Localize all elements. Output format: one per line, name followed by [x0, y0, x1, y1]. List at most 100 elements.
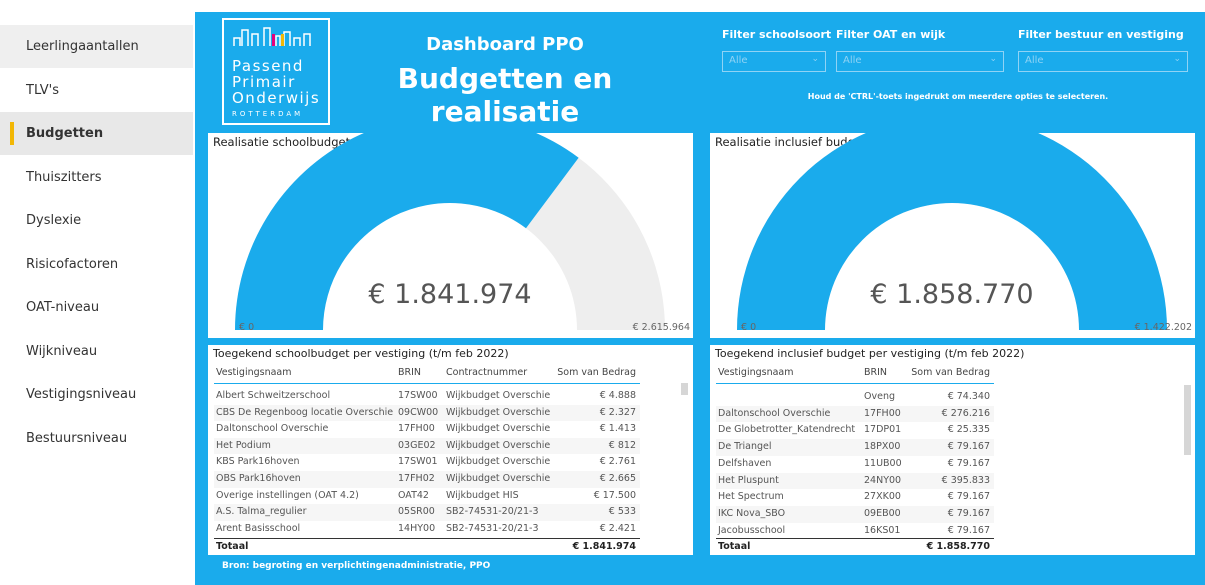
- table-cell: € 2.421: [599, 522, 636, 534]
- table-cell: 14HY00: [398, 522, 436, 534]
- table-cell: IKC Nova_SBO: [718, 507, 786, 519]
- filter-label: Filter OAT en wijk: [836, 28, 946, 41]
- table-cell: De Triangel: [718, 441, 772, 453]
- table-cell: Jacobusschool: [718, 524, 786, 536]
- footer: Bron: begroting en verplichtingenadminis…: [222, 561, 491, 571]
- table-cell: Arent Basisschool: [216, 522, 301, 534]
- table-cell: KBS Park16hoven: [216, 456, 300, 468]
- total-rule: [716, 538, 994, 539]
- table-cell: 11UB00: [864, 457, 902, 469]
- nav-item[interactable]: Thuiszitters: [26, 169, 102, 185]
- row-stripe: [716, 472, 994, 490]
- nav-item[interactable]: Wijkniveau: [26, 343, 98, 359]
- table-cell: € 79.167: [947, 441, 990, 453]
- column-header: Vestigingsnaam: [216, 367, 292, 378]
- nav-item[interactable]: Budgetten: [0, 112, 193, 155]
- logo-line: Onderwijs: [232, 89, 321, 107]
- table-cell: 27XK00: [864, 491, 901, 503]
- table-cell: 09CW00: [398, 406, 439, 418]
- filter-value: Alle: [729, 55, 748, 66]
- table-cell: Wijkbudget Overschie: [446, 423, 551, 435]
- header-rule: [716, 383, 994, 384]
- table-cell: 18PX00: [864, 441, 901, 453]
- table-cell: Wijkbudget Overschie: [446, 390, 551, 401]
- table-cell: 17FH02: [398, 473, 435, 484]
- table-cell: 24NY00: [864, 474, 902, 486]
- column-header: BRIN: [398, 367, 422, 378]
- logo-text: Passend Primair Onderwijs: [232, 58, 320, 106]
- table-cell: 17FH00: [864, 407, 901, 419]
- gauge-panel: Realisatie schoolbudget (t/m feb 2022) € …: [208, 133, 693, 338]
- nav-item[interactable]: Risicofactoren: [26, 256, 119, 272]
- table-cell: Oveng: [864, 391, 895, 402]
- logo-skyline: [233, 27, 311, 46]
- nav-item[interactable]: Vestigingsniveau: [26, 387, 137, 402]
- table-cell: € 79.167: [947, 507, 990, 519]
- table-cell: Wijkbudget Overschie: [446, 473, 551, 484]
- filter-value: Alle: [843, 55, 862, 66]
- total-rule: [214, 538, 640, 539]
- header-rule: [214, 383, 640, 384]
- filter-dropdown[interactable]: Alle ⌄: [722, 51, 826, 72]
- table-cell: € 74.340: [947, 391, 990, 402]
- table-cell: Het Podium: [216, 439, 271, 451]
- nav-item[interactable]: Leerlingaantallen: [0, 25, 193, 68]
- total-label: Totaal: [718, 541, 751, 552]
- table-cell: 17SW01: [398, 456, 438, 468]
- logo: Passend Primair Onderwijs ROTTERDAM: [222, 18, 330, 125]
- table-cell: € 1.413: [599, 423, 636, 435]
- filter-label: Filter schoolsoort: [722, 28, 832, 41]
- table-cell: € 4.888: [599, 390, 636, 401]
- gauge-max: € 1.422.202: [1135, 322, 1192, 333]
- row-stripe: [716, 405, 994, 423]
- total-value: € 1.841.974: [572, 541, 636, 552]
- nav-item[interactable]: Dyslexie: [26, 213, 82, 228]
- filter-dropdown[interactable]: Alle ⌄: [836, 51, 1004, 72]
- table-cell: 05SR00: [398, 506, 435, 518]
- table-panel: Toegekend schoolbudget per vestiging (t/…: [208, 345, 693, 555]
- table-cell: De Globetrotter_Katendrecht: [718, 424, 856, 436]
- nav-item[interactable]: TLV's: [26, 82, 59, 98]
- table-cell: 17DP01: [864, 424, 902, 436]
- chevron: ⌄: [1173, 54, 1181, 64]
- table-cell: € 25.335: [947, 424, 990, 436]
- column-header: Vestigingsnaam: [718, 367, 794, 378]
- table-cell: SB2-74531-20/21-3: [446, 522, 539, 534]
- gauge-min: € 0: [239, 322, 254, 333]
- nav-item[interactable]: OAT-niveau: [26, 300, 100, 315]
- table-cell: Overige instellingen (OAT 4.2): [216, 489, 359, 501]
- column-header: Som van Bedrag: [911, 367, 990, 378]
- row-stripe: [716, 439, 994, 456]
- table-cell: Delfshaven: [718, 457, 772, 469]
- logo-line: Passend: [232, 57, 304, 75]
- gauge-fill: [235, 133, 579, 330]
- filter-dropdown[interactable]: Alle ⌄: [1018, 51, 1188, 72]
- table-cell: Wijkbudget Overschie: [446, 456, 551, 468]
- table-cell: CBS De Regenboog locatie Overschie: [216, 406, 394, 418]
- total-value: € 1.858.770: [926, 541, 990, 552]
- column-header: BRIN: [864, 367, 888, 378]
- row-stripe: [214, 504, 640, 521]
- table-cell: € 17.500: [593, 489, 636, 501]
- table-cell: Het Spectrum: [718, 491, 784, 503]
- table-cell: € 79.167: [947, 457, 990, 469]
- table-cell: Daltonschool Overschie: [216, 423, 329, 435]
- table-cell: Wijkbudget Overschie: [446, 406, 551, 418]
- table-cell: SB2-74531-20/21-3: [446, 506, 539, 518]
- table-cell: 17SW00: [398, 390, 438, 401]
- chevron: ⌄: [989, 54, 997, 64]
- gauge-value: € 1.841.974: [368, 279, 531, 310]
- logo-city: ROTTERDAM: [232, 110, 304, 118]
- table-cell: € 2.761: [599, 456, 636, 468]
- scrollbar[interactable]: [1184, 385, 1191, 455]
- logo-line: Primair: [232, 73, 296, 91]
- scrollbar[interactable]: [681, 383, 688, 395]
- gauge: € 1.858.770 € 0 € 1.422.202: [737, 133, 1192, 333]
- table-cell: Wijkbudget Overschie: [446, 439, 551, 451]
- gauge-panel: Realisatie inclusief budget (t/m feb 202…: [710, 133, 1195, 338]
- table-title: Toegekend schoolbudget per vestiging (t/…: [213, 347, 509, 360]
- nav-item[interactable]: Bestuursniveau: [26, 430, 128, 446]
- table-cell: 17FH00: [398, 423, 435, 435]
- table-cell: € 276.216: [941, 407, 990, 419]
